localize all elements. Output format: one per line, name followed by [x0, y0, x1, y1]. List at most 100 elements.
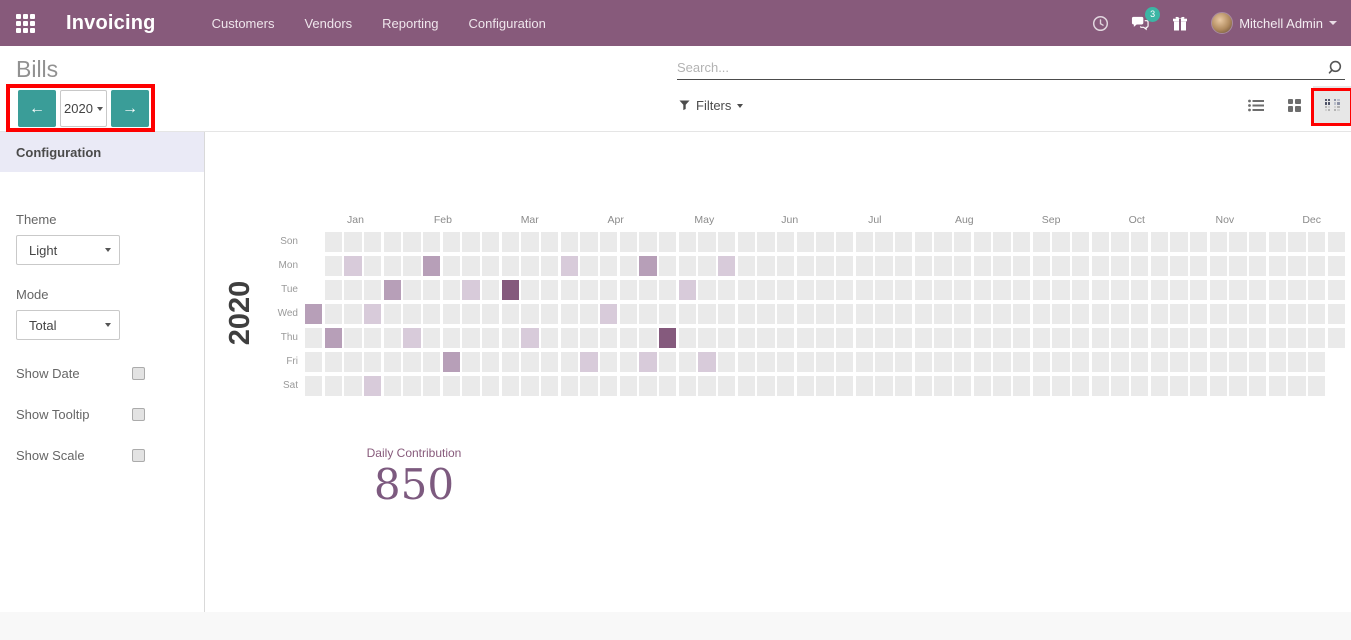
heatmap-cell[interactable] — [344, 232, 362, 252]
heatmap-cell[interactable] — [599, 232, 618, 252]
heatmap-cell[interactable] — [422, 304, 441, 324]
heatmap-cell[interactable] — [658, 304, 677, 324]
heatmap-cell[interactable] — [1150, 376, 1168, 396]
heatmap-cell[interactable] — [914, 304, 932, 324]
heatmap-cell[interactable] — [521, 304, 539, 324]
heatmap-cell[interactable] — [1189, 352, 1208, 372]
heatmap-cell[interactable] — [560, 352, 579, 372]
heatmap-cell[interactable] — [481, 328, 500, 348]
heatmap-cell[interactable] — [1248, 280, 1267, 300]
heatmap-cell[interactable] — [540, 328, 559, 348]
heatmap-cell[interactable] — [776, 328, 795, 348]
heatmap-cell[interactable] — [1288, 280, 1306, 300]
heatmap-cell[interactable] — [1071, 352, 1090, 372]
heatmap-cell[interactable] — [481, 352, 500, 372]
heatmap-cell[interactable] — [973, 304, 991, 324]
heatmap-cell[interactable] — [894, 328, 913, 348]
heatmap-cell[interactable] — [1170, 280, 1188, 300]
heatmap-cell[interactable] — [1248, 304, 1267, 324]
heatmap-cell[interactable] — [580, 232, 598, 252]
heatmap-cell[interactable] — [1327, 256, 1345, 276]
navbar-menu-item-customers[interactable]: Customers — [211, 15, 275, 31]
heatmap-cell[interactable] — [914, 232, 932, 252]
heatmap-cell[interactable] — [1071, 280, 1090, 300]
heatmap-cell[interactable] — [678, 304, 697, 324]
app-title[interactable]: Invoicing — [66, 11, 156, 34]
heatmap-cell[interactable] — [1071, 232, 1090, 252]
heatmap-cell[interactable] — [993, 256, 1011, 276]
heatmap-cell[interactable] — [305, 328, 323, 348]
heatmap-cell[interactable] — [816, 328, 834, 348]
heatmap-cell[interactable] — [796, 256, 815, 276]
heatmap-cell[interactable] — [973, 328, 991, 348]
heatmap-cell[interactable] — [1091, 352, 1109, 372]
heatmap-cell[interactable] — [1327, 328, 1345, 348]
heatmap-cell[interactable] — [580, 352, 598, 372]
heatmap-cell[interactable] — [422, 256, 441, 276]
heatmap-cell[interactable] — [344, 304, 362, 324]
heatmap-cell[interactable] — [914, 328, 932, 348]
heatmap-cell[interactable] — [344, 352, 362, 372]
heatmap-cell[interactable] — [737, 376, 756, 396]
heatmap-cell[interactable] — [658, 232, 677, 252]
heatmap-cell[interactable] — [1170, 256, 1188, 276]
heatmap-cell[interactable] — [678, 256, 697, 276]
heatmap-cell[interactable] — [796, 280, 815, 300]
heatmap-cell[interactable] — [619, 256, 638, 276]
heatmap-cell[interactable] — [1248, 352, 1267, 372]
heatmap-cell[interactable] — [1071, 304, 1090, 324]
heatmap-cell[interactable] — [1012, 280, 1031, 300]
heatmap-cell[interactable] — [1071, 376, 1090, 396]
heatmap-cell[interactable] — [934, 256, 952, 276]
heatmap-cell[interactable] — [639, 352, 657, 372]
heatmap-cell[interactable] — [1288, 304, 1306, 324]
heatmap-cell[interactable] — [1229, 376, 1247, 396]
heatmap-cell[interactable] — [1052, 352, 1070, 372]
heatmap-cell[interactable] — [363, 256, 382, 276]
heatmap-cell[interactable] — [776, 232, 795, 252]
heatmap-cell[interactable] — [757, 352, 775, 372]
heatmap-cell[interactable] — [1032, 376, 1050, 396]
heatmap-cell[interactable] — [639, 256, 657, 276]
heatmap-cell[interactable] — [894, 232, 913, 252]
heatmap-cell[interactable] — [1032, 280, 1050, 300]
heatmap-cell[interactable] — [1052, 328, 1070, 348]
heatmap-cell[interactable] — [875, 352, 893, 372]
heatmap-cell[interactable] — [698, 376, 716, 396]
heatmap-cell[interactable] — [580, 280, 598, 300]
heatmap-cell[interactable] — [305, 376, 323, 396]
heatmap-cell[interactable] — [383, 256, 402, 276]
heatmap-cell[interactable] — [953, 256, 972, 276]
heatmap-cell[interactable] — [1012, 304, 1031, 324]
heatmap-cell[interactable] — [442, 376, 461, 396]
heatmap-cell[interactable] — [776, 352, 795, 372]
heatmap-cell[interactable] — [1229, 232, 1247, 252]
heatmap-cell[interactable] — [383, 376, 402, 396]
heatmap-cell[interactable] — [1268, 376, 1286, 396]
heatmap-cell[interactable] — [442, 304, 461, 324]
heatmap-cell[interactable] — [796, 376, 815, 396]
heatmap-cell[interactable] — [305, 352, 323, 372]
search-input[interactable] — [677, 60, 1328, 75]
heatmap-cell[interactable] — [462, 256, 480, 276]
heatmap-cell[interactable] — [855, 256, 874, 276]
heatmap-cell[interactable] — [422, 232, 441, 252]
heatmap-view-button[interactable] — [1313, 86, 1351, 124]
heatmap-cell[interactable] — [757, 376, 775, 396]
heatmap-cell[interactable] — [619, 376, 638, 396]
heatmap-cell[interactable] — [462, 376, 480, 396]
heatmap-cell[interactable] — [934, 280, 952, 300]
heatmap-cell[interactable] — [324, 280, 343, 300]
heatmap-cell[interactable] — [481, 304, 500, 324]
heatmap-cell[interactable] — [1209, 352, 1227, 372]
heatmap-cell[interactable] — [1209, 232, 1227, 252]
heatmap-cell[interactable] — [1130, 232, 1149, 252]
next-year-button[interactable]: → — [111, 90, 149, 127]
heatmap-cell[interactable] — [914, 352, 932, 372]
heatmap-cell[interactable] — [1209, 328, 1227, 348]
heatmap-cell[interactable] — [344, 328, 362, 348]
heatmap-cell[interactable] — [560, 304, 579, 324]
heatmap-cell[interactable] — [678, 328, 697, 348]
heatmap-cell[interactable] — [1327, 280, 1345, 300]
heatmap-cell[interactable] — [580, 328, 598, 348]
